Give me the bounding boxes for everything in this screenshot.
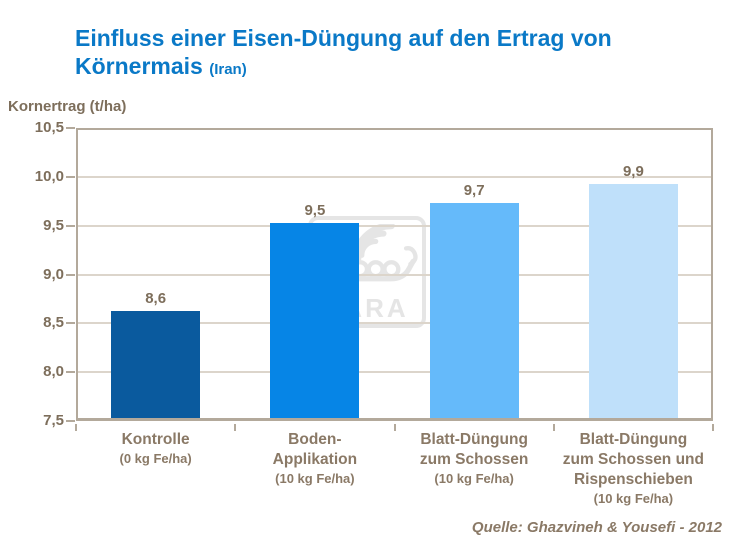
title-region-suffix: (Iran) xyxy=(209,61,247,78)
x-category-label-line: Kontrolle xyxy=(121,431,190,448)
y-tick-mark xyxy=(66,127,75,129)
bar-value-label: 9,7 xyxy=(463,182,485,200)
x-category-sublabel: (10 kg Fe/ha) xyxy=(434,471,514,486)
bar-value-label: 9,9 xyxy=(622,162,644,180)
y-tick-mark xyxy=(66,273,75,276)
gridline xyxy=(78,224,711,227)
title-line2: Körnermais xyxy=(75,53,203,79)
x-tick-mark xyxy=(75,424,77,431)
bar xyxy=(429,203,519,418)
x-category-sublabel: (10 kg Fe/ha) xyxy=(593,491,674,506)
gridline xyxy=(78,273,711,276)
source-citation: Quelle: Ghazvineh & Yousefi - 2012 xyxy=(471,519,722,536)
x-category-sublabel: (0 kg Fe/ha) xyxy=(119,451,192,466)
x-category-label: Kontrolle (0 kg Fe/ha) xyxy=(68,430,244,467)
y-tick-label: 7,5 xyxy=(43,412,64,429)
bar xyxy=(111,310,201,418)
x-category-label-line: Rispenschieben xyxy=(573,471,693,488)
x-category-label-line: Boden- xyxy=(288,431,342,448)
x-category-label-line: Blatt-Düngung xyxy=(579,431,688,448)
x-category-label-line: Blatt-Düngung xyxy=(420,431,528,448)
y-tick-label: 10,0 xyxy=(34,167,64,185)
x-category-label: Blatt-Düngung zum Schossen (10 kg Fe/ha) xyxy=(386,430,562,487)
y-tick-mark xyxy=(66,371,75,374)
x-category-sublabel: (10 kg Fe/ha) xyxy=(275,471,355,486)
x-tick-mark xyxy=(712,424,714,431)
title-line1: Einfluss einer Eisen-Düngung auf den Ert… xyxy=(75,25,612,51)
page-title: Einfluss einer Eisen-Düngung auf den Ert… xyxy=(75,24,675,84)
x-tick-mark xyxy=(552,424,555,431)
bar-value-label: 8,6 xyxy=(145,289,167,307)
plot-area: YARA 8,6 9,5 9,7 9,9 xyxy=(76,128,713,421)
x-category-label-line: zum Schossen und xyxy=(562,451,704,468)
y-tick-label: 8,5 xyxy=(43,314,64,332)
x-category-label: Blatt-Düngung zum Schossen und Rispenschie… xyxy=(545,430,721,507)
y-tick-mark xyxy=(66,322,75,325)
bar xyxy=(270,222,360,418)
gridline xyxy=(78,322,711,325)
y-tick-label: 8,0 xyxy=(43,363,64,381)
x-category-label-line: Applikation xyxy=(272,451,358,468)
gridline xyxy=(78,371,711,374)
y-tick-mark xyxy=(66,175,75,178)
x-tick-mark xyxy=(234,424,237,431)
x-tick-mark xyxy=(393,424,396,431)
y-tick-label: 10,5 xyxy=(34,119,64,136)
x-category-label-line: zum Schossen xyxy=(419,451,529,468)
y-axis-title: Kornertrag (t/ha) xyxy=(8,98,127,115)
y-tick-label: 9,0 xyxy=(43,265,64,283)
bar-value-label: 9,5 xyxy=(304,201,326,219)
y-tick-mark xyxy=(66,420,75,422)
y-tick-mark xyxy=(66,224,75,227)
gridline xyxy=(78,175,711,178)
y-tick-label: 9,5 xyxy=(43,216,64,234)
x-category-label: Boden- Applikation (10 kg Fe/ha) xyxy=(227,430,403,487)
bar xyxy=(588,183,678,418)
